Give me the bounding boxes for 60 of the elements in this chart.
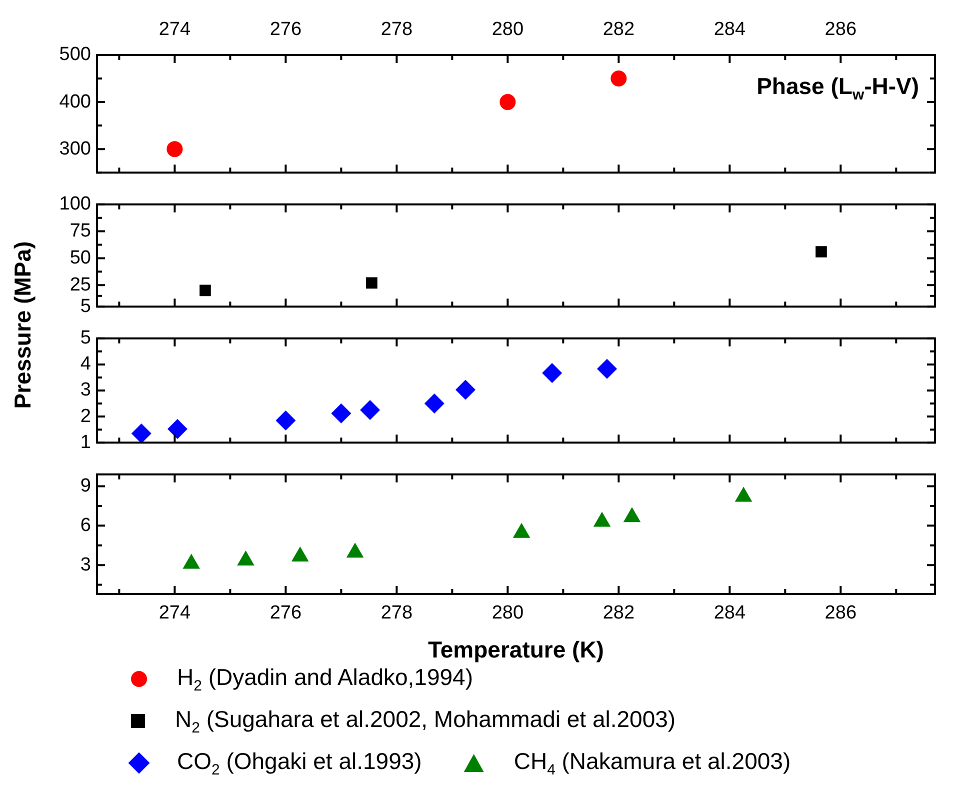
x-tick-label: 276: [270, 602, 302, 624]
y-tick-label: 3: [80, 554, 91, 576]
x-tick-label: 280: [492, 602, 524, 624]
x2-tick-label: 276: [270, 18, 302, 40]
point: [360, 400, 380, 420]
legend-label: H$_{2}$ (Dyadin and Aladko,1994): [177, 664, 474, 694]
x2-tick-label: 282: [602, 18, 635, 40]
y-tick-label: 3: [80, 380, 91, 401]
point: [331, 403, 352, 424]
point: [542, 363, 562, 384]
point: [623, 507, 641, 522]
y-tick-label: 100: [59, 194, 91, 215]
point: [500, 94, 516, 110]
y-tick-label: 2: [80, 406, 91, 427]
point: [166, 141, 183, 158]
y-axis-title: Pressure (MPa): [10, 241, 36, 409]
x2-tick-label: 274: [158, 18, 191, 40]
x2-tick-label: 278: [380, 18, 413, 40]
y-tick-label: 5: [80, 296, 91, 317]
annotation: Phase (L$_{w}$-H-V): [756, 73, 919, 104]
y-tick-label: 500: [59, 44, 91, 66]
x-tick-label: 284: [714, 602, 746, 624]
legend-label: CH$_{4}$ (Nakamura et al.2003): [514, 748, 791, 778]
y-tick-label: 5: [80, 328, 91, 349]
x-tick-label: 274: [158, 602, 191, 624]
y-tick-label: 300: [59, 138, 91, 160]
point: [610, 70, 627, 87]
point: [512, 522, 530, 538]
y-tick-label: 400: [59, 91, 91, 112]
y-tick-label: 6: [80, 514, 91, 536]
point: [597, 358, 618, 379]
x-tick-label: 282: [602, 602, 635, 624]
point: [366, 277, 378, 289]
point: [346, 542, 364, 558]
y-tick-label: 4: [80, 354, 92, 375]
x-tick-label: 286: [824, 602, 857, 624]
y-tick-label: 50: [70, 247, 91, 268]
legend-label: N$_{2}$ (Sugahara et al.2002, Mohammadi et al.2003): [175, 706, 676, 736]
point: [593, 512, 611, 527]
x2-tick-label: 280: [492, 18, 524, 40]
point: [456, 380, 476, 400]
point: [200, 284, 211, 296]
y-tick-label: 25: [70, 274, 91, 296]
x2-tick-label: 284: [714, 18, 746, 40]
point: [182, 554, 200, 569]
x2-tick-label: 286: [824, 18, 857, 40]
point: [734, 486, 752, 502]
point: [424, 394, 444, 414]
y-tick-label: 9: [80, 475, 91, 496]
y-tick-label: 1: [80, 432, 91, 453]
point: [237, 550, 254, 566]
x-axis-title: Temperature (K): [428, 636, 604, 663]
y-tick-label: 75: [70, 220, 91, 242]
legend-label: CO$_{2}$ (Ohgaki et al.1993): [177, 748, 422, 778]
x-tick-label: 278: [380, 602, 413, 624]
point: [291, 546, 309, 562]
point: [167, 419, 188, 440]
point: [276, 410, 296, 430]
point: [816, 246, 827, 258]
point: [131, 423, 152, 443]
